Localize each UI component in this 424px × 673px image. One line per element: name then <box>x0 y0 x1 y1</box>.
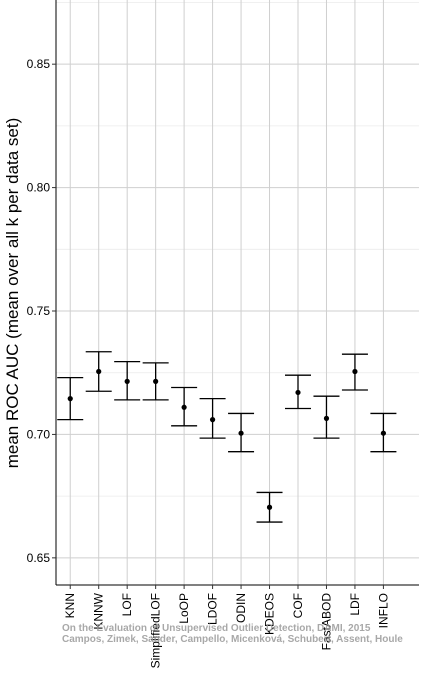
mean-point <box>209 417 216 423</box>
watermark-line2: Campos, Zimek, Sander, Campello, Micenko… <box>62 634 403 645</box>
labels-layer: 0.65 0.70 0.75 0.80 0.85 KNN KNNW LOF Simplified… <box>27 57 391 668</box>
mean-point <box>67 396 73 402</box>
watermark-line1: On the Evaluation of Unsupervised Outlie… <box>62 623 371 634</box>
mean-point <box>295 389 301 396</box>
y-tick-label: 0.70 <box>27 427 51 441</box>
x-tick-label: KNN <box>63 593 77 618</box>
x-tick-label: KNNW <box>92 592 106 629</box>
mean-point <box>153 378 159 384</box>
x-tick-label: LDF <box>348 593 362 616</box>
mean-point <box>181 404 187 410</box>
x-tick-label: ODIN <box>234 593 248 623</box>
marks-layer <box>57 351 397 523</box>
y-tick-label: 0.75 <box>27 304 51 318</box>
x-tick-label: LDOF <box>206 593 220 625</box>
x-tick-label: INFLO <box>376 593 390 628</box>
y-tick-label: 0.85 <box>27 57 51 71</box>
x-tick-label: FastABOD <box>319 593 333 651</box>
y-axis-label: mean ROC AUC (mean over all k per data s… <box>3 118 22 469</box>
mean-point <box>96 368 102 375</box>
y-tick-label: 0.80 <box>27 181 51 195</box>
x-tick-label: LOF <box>120 593 134 616</box>
y-tick-label: 0.65 <box>27 551 51 565</box>
axis-layer <box>52 0 419 589</box>
x-tick-label: SimplifiedLOF <box>149 593 163 668</box>
x-tick-label: KDEOS <box>263 593 277 635</box>
mean-point <box>238 430 244 436</box>
x-tick-label: LoOP <box>177 593 191 624</box>
mean-point <box>323 415 330 421</box>
mean-point <box>352 368 358 375</box>
mean-point <box>266 504 273 510</box>
x-tick-label: COF <box>291 593 305 618</box>
grid-layer <box>56 0 419 585</box>
mean-point <box>124 378 130 384</box>
mean-point <box>380 430 387 436</box>
